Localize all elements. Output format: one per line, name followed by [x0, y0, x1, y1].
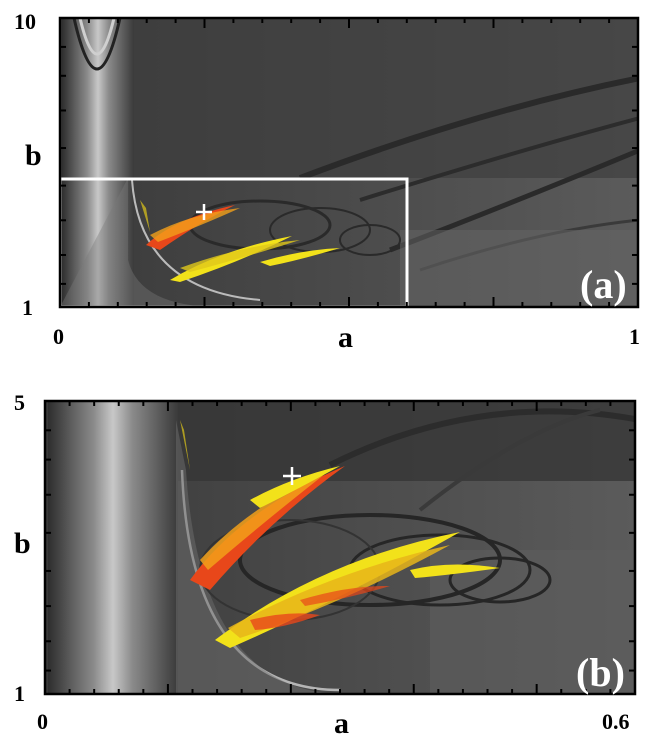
panel-a-xtick-left: 0 [53, 324, 64, 349]
panel-a-ytick-top: 10 [14, 9, 36, 34]
panel-a-xtick-right: 1 [629, 324, 640, 349]
panel-a-ylabel: b [25, 139, 42, 172]
panel-a-xlabel: a [338, 321, 353, 354]
panel-a-ytick-bottom: 1 [22, 295, 33, 320]
panel-a: 10 1 b 0 1 a (a) [14, 9, 640, 354]
panel-b-heatmap [45, 401, 635, 694]
panel-b-ytick-bottom: 1 [14, 681, 25, 706]
panel-a-heatmap [60, 18, 638, 307]
panel-b-tag: (b) [576, 650, 625, 695]
panel-b: 5 1 b 0 0.6 a (b) [14, 390, 637, 740]
panel-b-xtick-right: 0.6 [602, 709, 630, 734]
panel-b-xtick-left: 0 [37, 709, 48, 734]
panel-b-ticks [44, 400, 636, 695]
panel-b-ytick-top: 5 [14, 390, 25, 415]
panel-b-xlabel: a [334, 707, 349, 740]
panel-a-ticks [59, 17, 639, 308]
marker-a [196, 204, 212, 220]
panel-b-ylabel: b [14, 527, 31, 560]
marker-b [283, 467, 301, 485]
panel-a-tag: (a) [580, 262, 627, 307]
